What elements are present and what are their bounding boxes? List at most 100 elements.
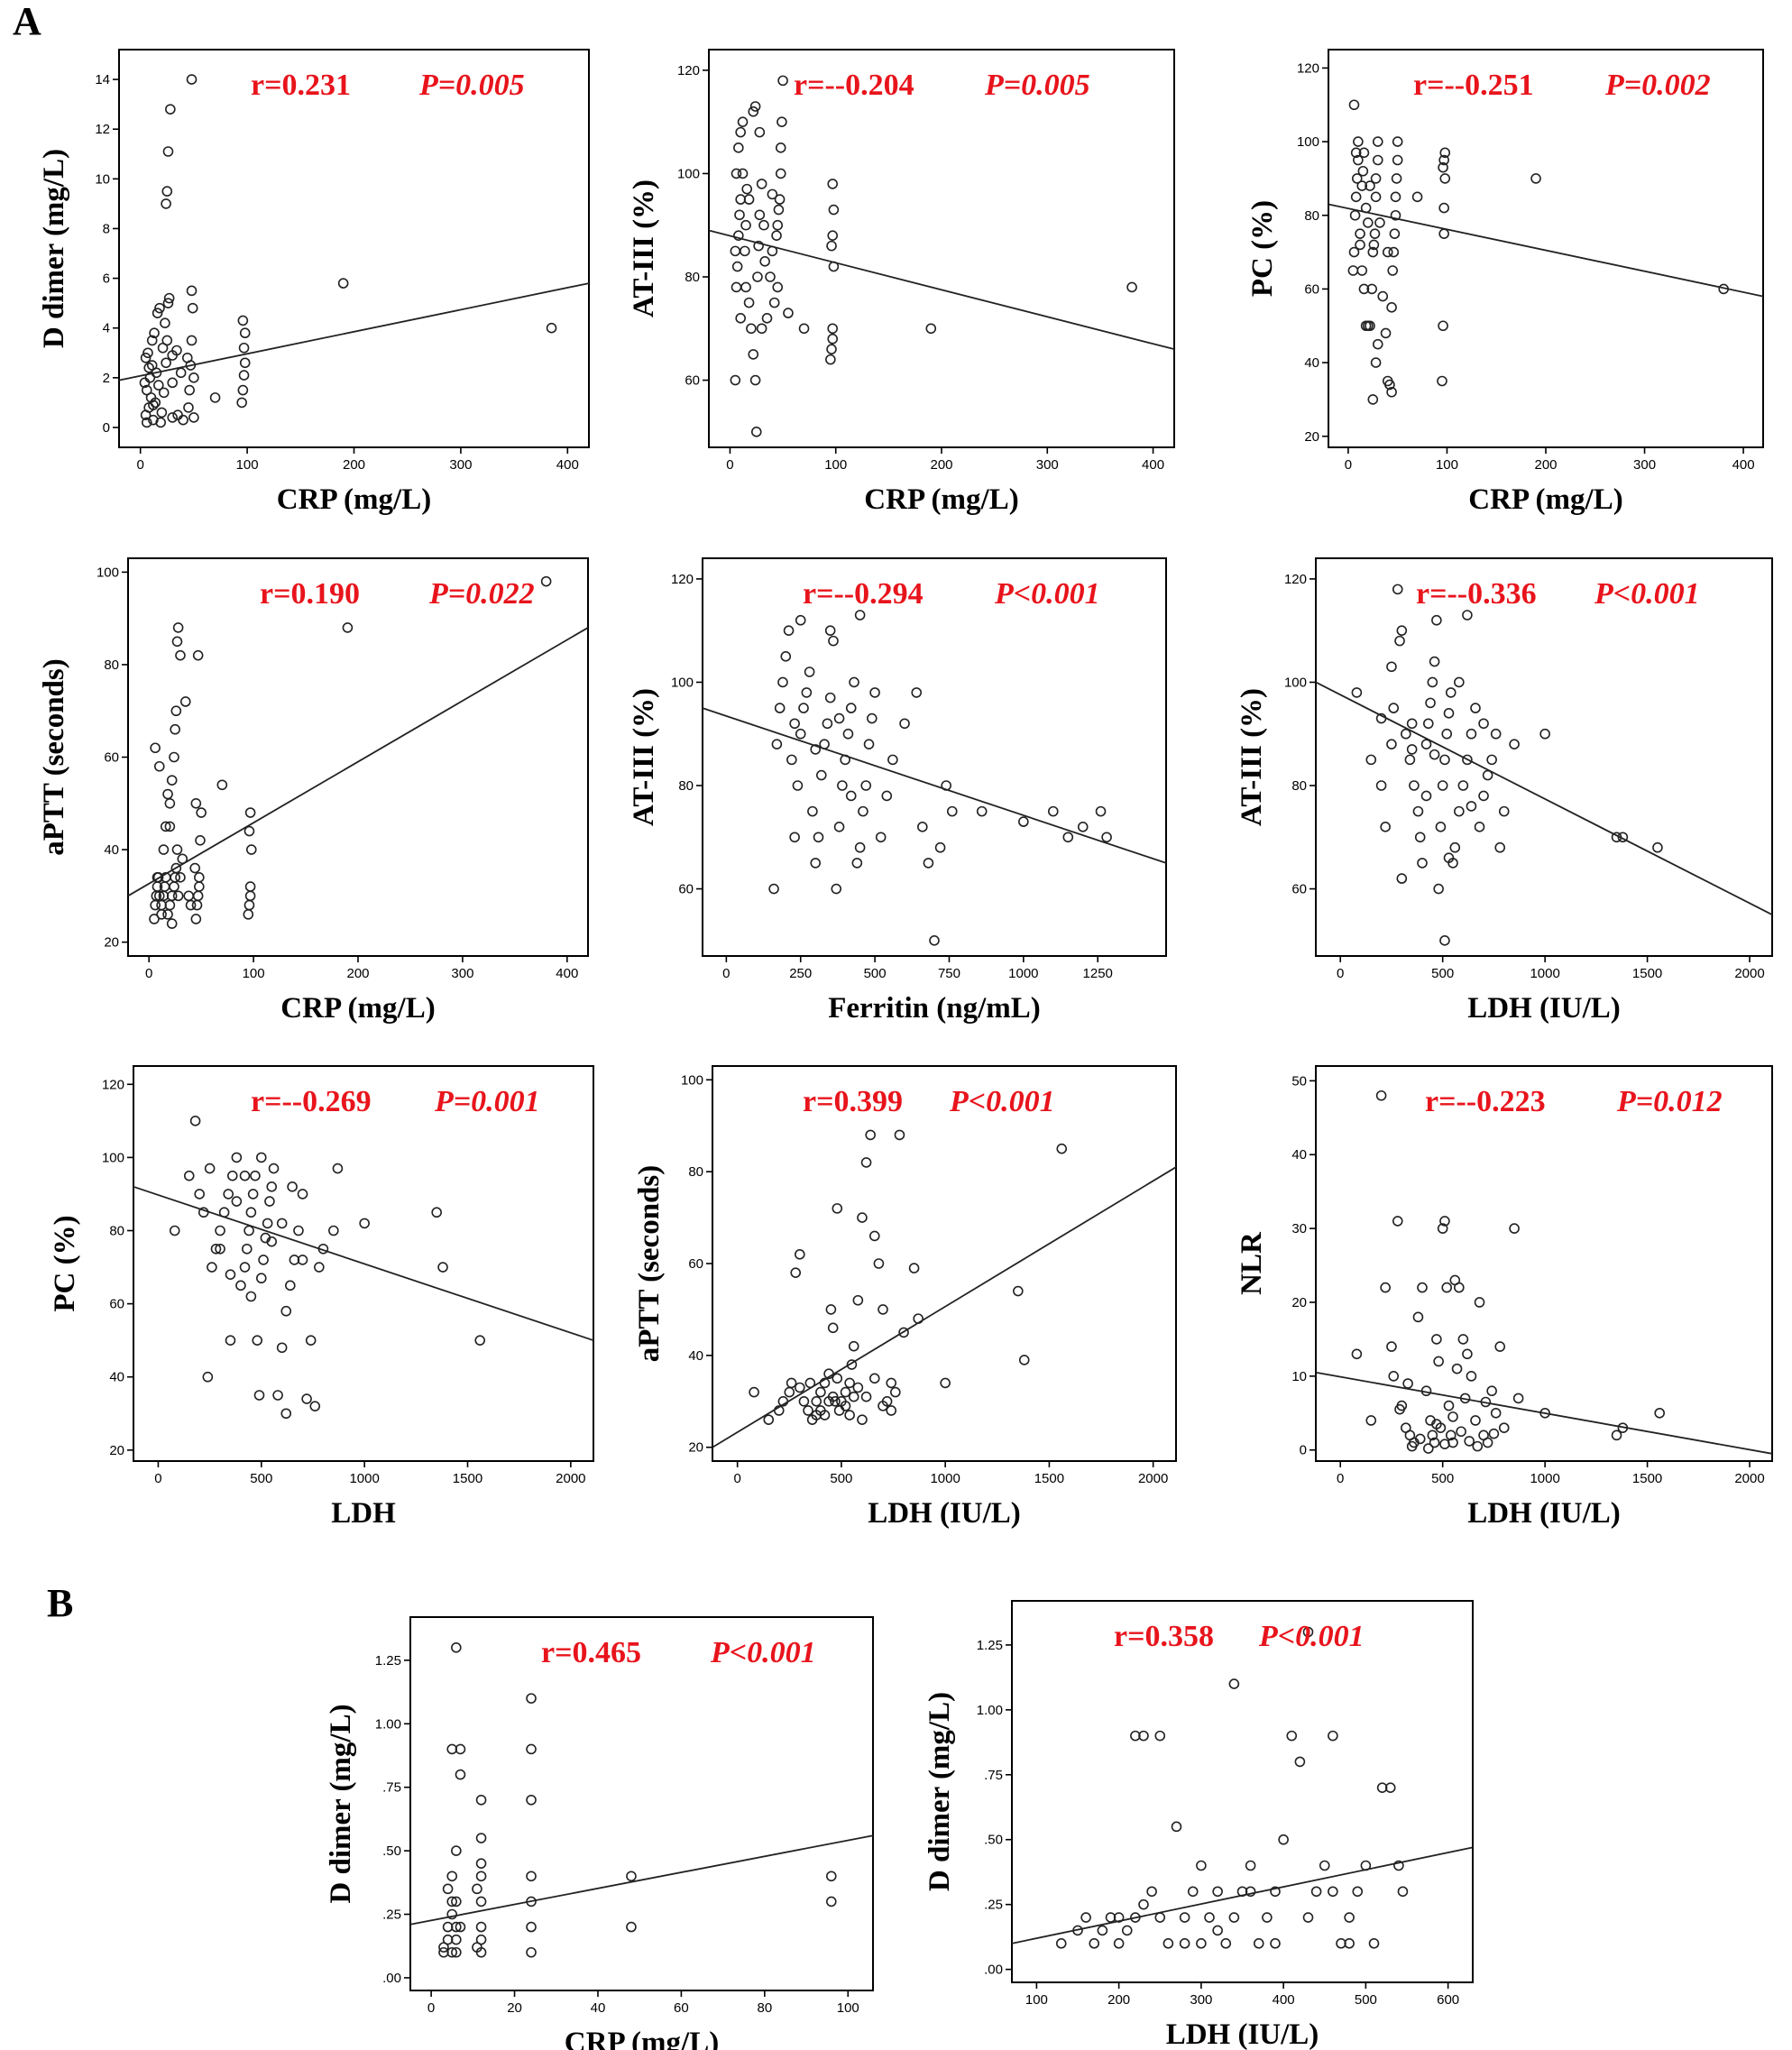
data-point	[437, 1262, 448, 1273]
data-point	[771, 230, 782, 241]
data-point	[827, 179, 839, 189]
data-point	[772, 219, 784, 231]
data-point	[475, 1858, 487, 1869]
data-point	[186, 285, 198, 297]
data-point	[845, 790, 857, 802]
data-point	[1431, 1419, 1442, 1429]
scatter-plot-9: 0 500 1000 1500 2000 0 10 20 30 40 50 r=--0.223 P=0.…	[1236, 1065, 1773, 1530]
data-point	[1406, 744, 1418, 755]
data-point	[244, 890, 256, 902]
x-axis-label: CRP (mg/L)	[280, 992, 435, 1025]
data-point	[784, 1386, 795, 1398]
data-point	[475, 1833, 487, 1843]
data-point	[187, 302, 198, 314]
data-point	[1422, 1443, 1434, 1454]
data-point	[1439, 173, 1451, 184]
data-point	[475, 1921, 487, 1933]
data-point	[908, 1263, 920, 1273]
data-point	[196, 807, 207, 818]
data-point	[1204, 1912, 1215, 1923]
data-point	[1391, 173, 1402, 184]
data-point	[763, 1414, 775, 1425]
x-tick-label: 0	[1345, 457, 1352, 473]
plot-frame	[127, 557, 589, 957]
data-point	[1486, 754, 1497, 766]
x-tick-label: 100	[243, 966, 265, 981]
x-tick-label: 60	[674, 2000, 689, 2016]
data-point	[526, 1794, 537, 1806]
data-point	[1365, 754, 1377, 766]
y-tick-label: 100	[681, 1072, 703, 1088]
data-point	[1113, 1938, 1125, 1949]
data-point	[1412, 1311, 1424, 1323]
regression-line	[1328, 203, 1764, 298]
data-point	[1358, 147, 1370, 159]
p-value-label: P<0.001	[949, 1085, 1055, 1118]
data-point	[297, 1255, 308, 1265]
data-point	[1437, 780, 1448, 791]
data-point	[1270, 1886, 1281, 1898]
regression-line	[708, 229, 1175, 351]
y-tick-label: 80	[678, 778, 694, 794]
data-point	[442, 1883, 454, 1895]
regression-line	[702, 707, 1167, 864]
data-point	[1355, 228, 1365, 239]
data-point	[1154, 1730, 1166, 1742]
data-point	[1389, 228, 1401, 239]
data-point	[765, 271, 776, 282]
data-point	[188, 412, 199, 423]
data-point	[823, 1368, 834, 1380]
data-point	[1062, 832, 1074, 843]
x-tick-label: 1000	[1008, 966, 1038, 981]
data-point	[1439, 935, 1450, 946]
data-point	[913, 1313, 924, 1324]
y-tick-label: 12	[95, 122, 110, 137]
data-point	[238, 342, 250, 354]
data-point	[842, 728, 854, 740]
data-point	[1387, 265, 1399, 276]
data-point	[1394, 1403, 1405, 1415]
data-point	[886, 1405, 897, 1416]
data-point	[825, 354, 836, 365]
data-point	[148, 400, 159, 410]
x-tick-label: 200	[343, 457, 365, 473]
data-point	[783, 625, 795, 636]
data-point	[1530, 173, 1541, 184]
data-point	[255, 1273, 267, 1284]
data-point	[894, 1129, 905, 1141]
data-point	[160, 821, 171, 832]
data-point	[225, 1269, 236, 1280]
x-tick-label: 500	[864, 966, 887, 981]
data-point	[183, 1170, 195, 1181]
data-point	[451, 1946, 462, 1958]
data-point	[1437, 1223, 1448, 1234]
data-point	[280, 1305, 292, 1317]
data-point	[1404, 754, 1416, 766]
y-tick-label: 50	[1291, 1073, 1307, 1089]
data-point	[1080, 1912, 1091, 1923]
data-point	[783, 308, 794, 318]
x-tick-label: 500	[1355, 1992, 1377, 2008]
y-tick-label: 80	[688, 1164, 703, 1180]
data-point	[1435, 822, 1447, 832]
data-point	[887, 754, 898, 766]
data-point	[1457, 780, 1469, 791]
data-point	[1372, 136, 1383, 147]
data-point	[161, 186, 173, 197]
data-point	[1451, 1363, 1463, 1374]
data-point	[1212, 1925, 1223, 1936]
y-tick-label: 80	[104, 657, 119, 673]
y-tick-label: 10	[1291, 1369, 1307, 1384]
data-point	[735, 313, 746, 324]
data-point	[161, 357, 171, 369]
data-point	[832, 1203, 843, 1214]
data-point	[811, 1395, 822, 1407]
data-point	[1328, 1730, 1338, 1742]
data-point	[828, 261, 840, 272]
data-point	[156, 909, 167, 920]
y-tick-label: 100	[671, 675, 694, 690]
data-point	[740, 219, 751, 231]
data-point	[183, 402, 194, 413]
panel-label-a: A	[13, 0, 41, 43]
